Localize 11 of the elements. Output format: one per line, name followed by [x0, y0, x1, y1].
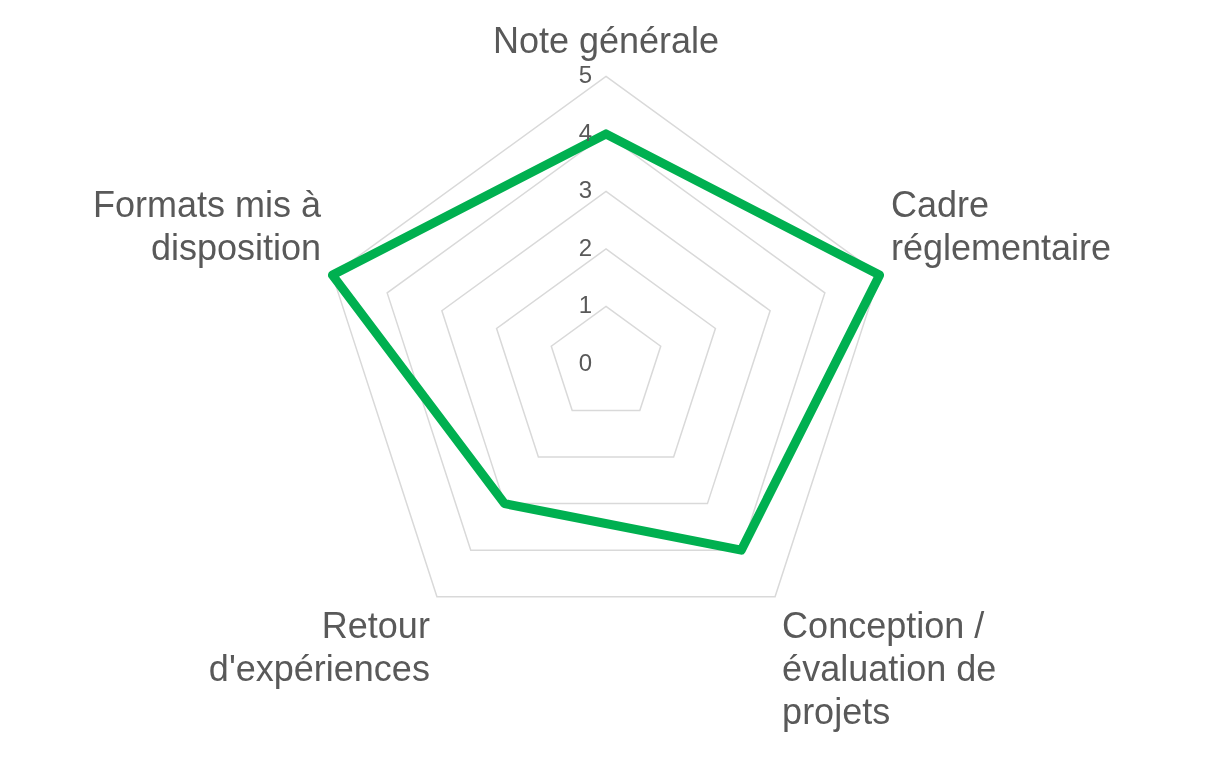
- y-tick-label: 4: [578, 118, 592, 146]
- y-tick-label: 3: [578, 176, 592, 204]
- spoke-label: Formats mis à disposition: [93, 183, 323, 268]
- spoke-label: Retour d'expériences: [208, 604, 430, 690]
- y-tick-label: 1: [578, 291, 592, 319]
- y-tick-label: 5: [578, 61, 592, 88]
- y-tick-label: 0: [578, 348, 592, 376]
- spoke-label: Note générale: [492, 19, 720, 61]
- spoke-label: Cadre réglementaire: [890, 183, 1112, 268]
- y-tick-label: 2: [578, 233, 592, 261]
- spoke-label: Conception / évaluation de projets: [782, 604, 997, 733]
